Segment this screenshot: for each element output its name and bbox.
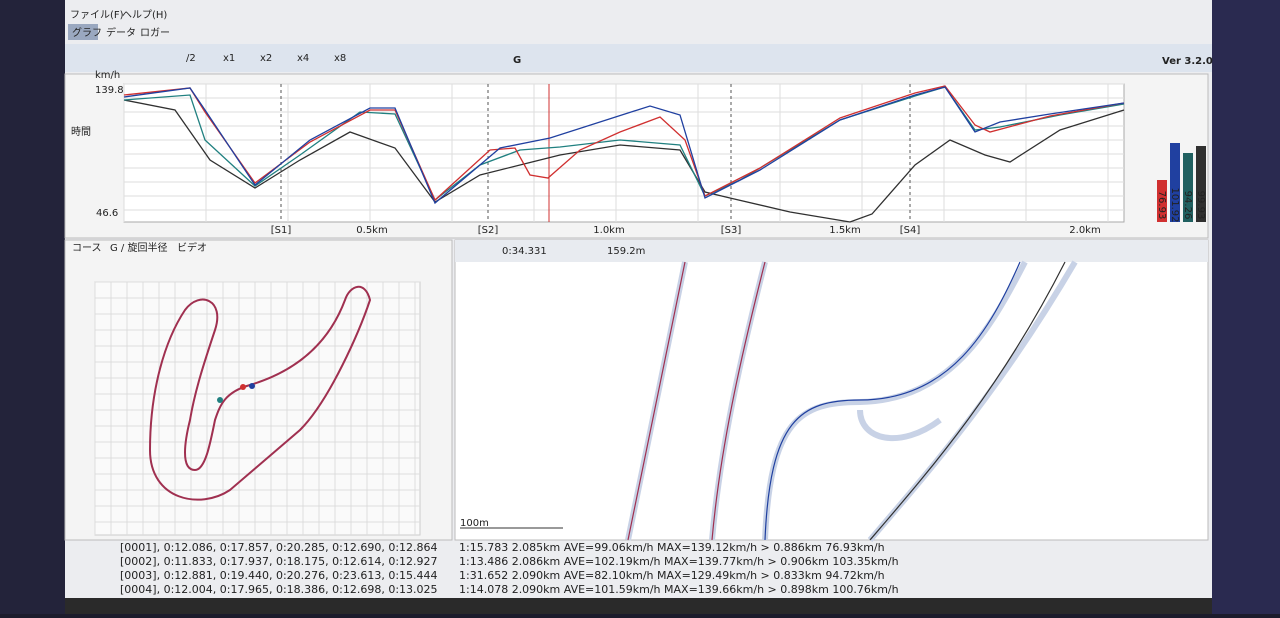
course-tab[interactable]: G / 旋回半径 [110, 241, 167, 254]
bar-label: 94.26 [1182, 191, 1193, 220]
distance-label: 2.0km [1069, 225, 1100, 236]
lap-splits: [0001], 0:12.086, 0:17.857, 0:20.285, 0:… [120, 541, 438, 554]
sector-label: [S4] [900, 225, 921, 236]
taskbar [65, 598, 1212, 614]
bezel [1212, 0, 1280, 614]
lap-id: [0002] [120, 555, 157, 568]
map-toolbar [455, 240, 1208, 262]
map-scale: 100m [460, 518, 489, 529]
lap-splits: [0003], 0:12.881, 0:19.440, 0:20.276, 0:… [120, 569, 438, 582]
sector-lines [280, 84, 911, 222]
bar-label: 99.93 [1195, 191, 1206, 220]
lap-summary: 1:13.486 2.086km AVE=102.19km/h MAX=139.… [459, 555, 899, 568]
speed-option: /2 [186, 53, 196, 64]
bar-label: 76.93 [1156, 191, 1167, 220]
lap-split-times: , 0:11.833, 0:17.937, 0:18.175, 0:12.614… [157, 555, 438, 568]
marker [217, 397, 223, 403]
map-time: 0:34.331 [502, 246, 547, 257]
tab-active[interactable] [68, 24, 98, 40]
menu-item[interactable]: ファイル(F) [70, 10, 124, 21]
distance-label: 0.5km [356, 225, 387, 236]
side-tab: 時間 [71, 126, 91, 138]
toolbar-g: G [513, 55, 521, 66]
map-panel [454, 239, 1209, 541]
course-tab[interactable]: ビデオ [177, 241, 207, 254]
graph-area [123, 83, 1125, 223]
lap-summary: 1:31.652 2.090km AVE=82.10km/h MAX=129.4… [459, 569, 885, 582]
tab: ロガー [140, 27, 170, 39]
y-min: 46.6 [96, 208, 118, 219]
menu-item[interactable]: ヘルプ(H) [122, 9, 167, 21]
tab: グラフ [72, 26, 102, 39]
distance-label: 1.0km [593, 225, 624, 236]
version: Ver 3.2.0 [1162, 56, 1213, 67]
course-tab[interactable]: コース [72, 243, 102, 254]
lap-split-times: , 0:12.086, 0:17.857, 0:20.285, 0:12.690… [157, 541, 438, 554]
speed-option: x4 [297, 53, 309, 64]
bar [1170, 143, 1180, 222]
sector-label: [S3] [721, 225, 742, 236]
lap-id: [0004] [120, 583, 157, 596]
speed-traces [123, 85, 1125, 223]
speed-option: x1 [223, 53, 235, 64]
lap-id: [0001] [120, 541, 157, 554]
tab: データ [106, 26, 136, 39]
bar [1183, 153, 1193, 222]
map-traces [627, 261, 1066, 541]
y-unit: km/h [95, 70, 120, 81]
y-max: 139.8 [95, 85, 124, 96]
lap-id: [0003] [120, 569, 157, 582]
sector-label: [S1] [271, 225, 292, 236]
lap-summary: 1:15.783 2.085km AVE=99.06km/h MAX=139.1… [459, 541, 885, 554]
bar [1196, 146, 1206, 222]
lap-split-times: , 0:12.881, 0:19.440, 0:20.276, 0:23.613… [157, 569, 438, 582]
lap-splits: [0002], 0:11.833, 0:17.937, 0:18.175, 0:… [120, 555, 438, 568]
map-distance: 159.2m [607, 246, 645, 257]
lap-splits: [0004], 0:12.004, 0:17.965, 0:18.386, 0:… [120, 583, 438, 596]
marker [249, 383, 255, 389]
speed-option: x2 [260, 53, 272, 64]
toolbar [65, 44, 1212, 72]
distance-label: 1.5km [829, 225, 860, 236]
speed-option: x8 [334, 53, 346, 64]
bar [1157, 180, 1167, 222]
marker [240, 384, 246, 390]
course-track [148, 285, 372, 501]
sector-label: [S2] [478, 225, 499, 236]
course-grid [94, 281, 421, 536]
lap-split-times: , 0:12.004, 0:17.965, 0:18.386, 0:12.698… [157, 583, 438, 596]
bar-label: 101.92 [1169, 188, 1180, 223]
lap-summary: 1:14.078 2.090km AVE=101.59km/h MAX=139.… [459, 583, 899, 596]
bezel [0, 0, 65, 614]
